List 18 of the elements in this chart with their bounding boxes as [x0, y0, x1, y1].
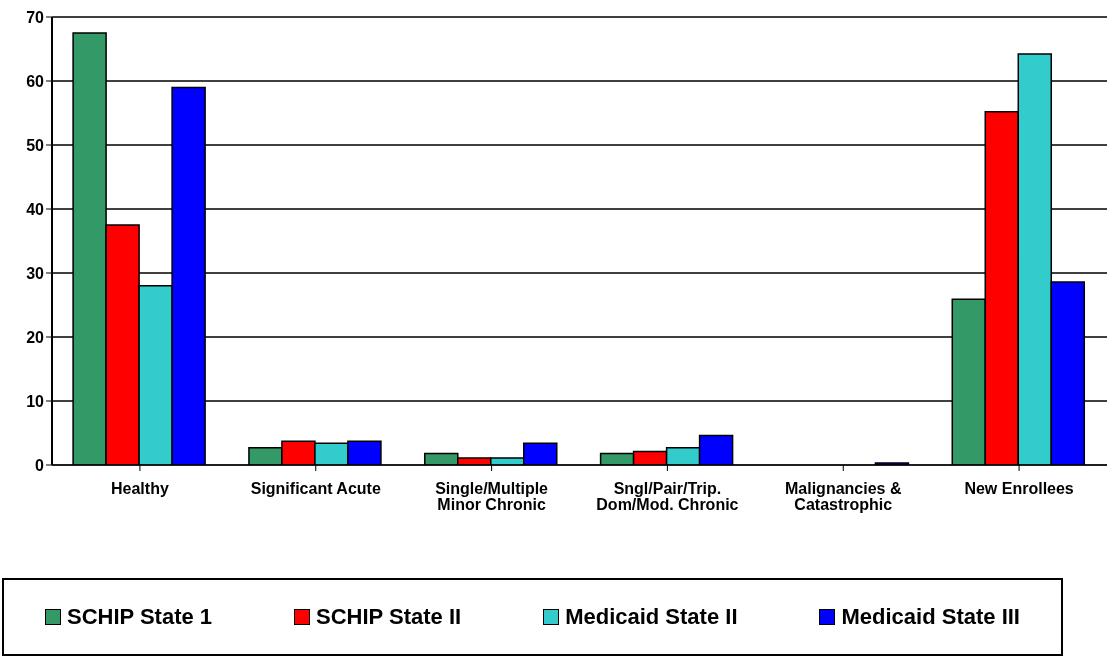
legend-label: SCHIP State II: [316, 604, 462, 630]
y-tick-label: 70: [26, 8, 45, 26]
x-tick-label: Sngl/Pair/Trip. Dom/Mod. Chronic: [596, 480, 739, 514]
y-tick-label: 30: [26, 264, 45, 282]
x-tick-label: Healthy: [111, 480, 169, 498]
y-tick-label: 0: [35, 456, 45, 474]
legend-label: Medicaid State III: [841, 604, 1020, 630]
y-tick-label: 60: [26, 72, 45, 90]
x-tick-label: Single/Multiple Minor Chronic: [435, 480, 549, 514]
x-tick-label: Malignancies & Catastrophic: [785, 480, 902, 514]
y-tick-label: 20: [26, 328, 45, 346]
y-tick-label: 10: [26, 392, 45, 410]
y-tick-label: 40: [26, 200, 45, 218]
legend-label: SCHIP State 1: [66, 604, 213, 630]
y-tick-label: 50: [26, 136, 45, 154]
x-tick-label: New Enrollees: [964, 480, 1074, 498]
legend-label: Medicaid State II: [565, 604, 738, 630]
x-tick-label: Significant Acute: [250, 480, 381, 498]
